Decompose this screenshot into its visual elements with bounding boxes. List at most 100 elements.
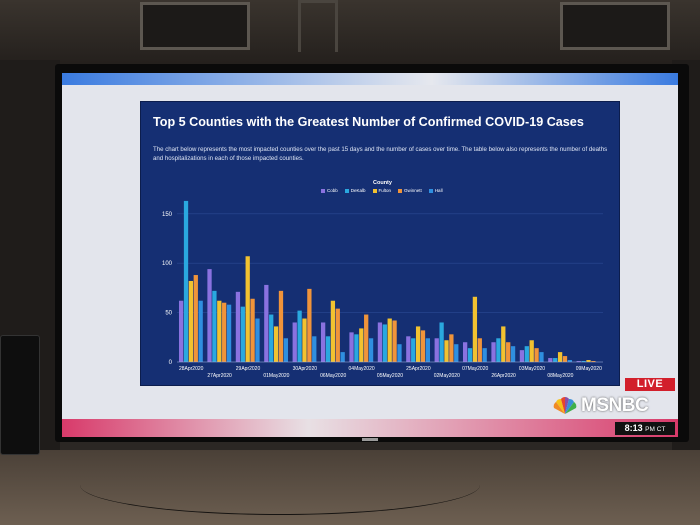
tv-brand-mark (362, 438, 378, 441)
bar-dekalb (269, 314, 274, 362)
legend-label: DeKalb (350, 188, 366, 193)
bar-fulton (330, 300, 336, 362)
x-tick-label: 25Apr2020 (406, 366, 431, 372)
legend-swatch (372, 188, 377, 193)
chart-legend: Cobb DeKalb Fulton Gwinnett Hall (321, 188, 443, 193)
bar-cobb (462, 342, 468, 362)
legend-label: Fulton (378, 188, 392, 193)
bar-dekalb (524, 346, 529, 362)
picture-frame-left (140, 2, 250, 50)
bar-fulton (586, 360, 591, 362)
bar-dekalb (439, 322, 444, 362)
bar-hall (567, 360, 573, 362)
x-tick-label: 30Apr2020 (293, 366, 318, 372)
legend-item: Fulton (372, 188, 392, 193)
x-tick-label: 07May2020 (462, 366, 488, 372)
bar-gwinnett (534, 348, 539, 362)
side-device (0, 335, 40, 455)
y-tick-label: 100 (162, 261, 173, 267)
x-tick-label: 01May2020 (263, 373, 289, 379)
legend-item: DeKalb (344, 188, 366, 193)
x-tick-label: 04May2020 (349, 366, 375, 372)
bar-cobb (207, 269, 212, 362)
live-badge: LIVE (625, 378, 675, 391)
bar-dekalb (183, 200, 189, 362)
bar-dekalb (354, 334, 359, 362)
bar-dekalb (553, 358, 558, 362)
bar-cobb (320, 322, 326, 362)
bar-cobb (434, 338, 439, 362)
network-logo-text: MSNBC (581, 395, 649, 416)
bar-fulton (501, 326, 506, 362)
legend-item: Cobb (321, 188, 338, 193)
bar-dekalb (382, 324, 387, 362)
bar-dekalb (212, 290, 217, 362)
screen-bottom-band (62, 419, 678, 437)
legend-swatch (398, 188, 403, 193)
y-tick-label: 0 (169, 360, 173, 366)
legend-item: Hall (428, 188, 443, 193)
time-value: 8:13 (624, 423, 643, 433)
bar-dekalb (467, 348, 473, 362)
bar-gwinnett (477, 338, 482, 362)
bar-dekalb (581, 361, 586, 362)
bar-hall (425, 338, 431, 362)
bar-gwinnett (506, 342, 511, 362)
bar-dekalb (240, 306, 245, 362)
peacock-icon (553, 397, 577, 414)
bar-gwinnett (278, 290, 284, 362)
bar-fulton (245, 256, 250, 362)
bar-hall (283, 338, 289, 362)
bar-gwinnett (364, 314, 369, 362)
bar-fulton (415, 326, 421, 362)
bar-fulton (188, 280, 194, 362)
bar-fulton (359, 328, 364, 362)
bar-hall (397, 344, 402, 362)
bar-hall (255, 318, 260, 362)
x-tick-label: 29Apr2020 (236, 366, 261, 372)
bar-hall (226, 304, 232, 362)
bar-hall (482, 348, 487, 362)
x-tick-label: 02May2020 (434, 373, 460, 379)
bar-dekalb (325, 336, 331, 362)
bar-cobb (406, 336, 411, 362)
y-tick-label: 150 (162, 212, 173, 218)
bar-cobb (264, 284, 269, 362)
chart-panel: Top 5 Counties with the Greatest Number … (140, 101, 620, 386)
bar-hall (539, 352, 544, 362)
x-tick-label: 28Apr2020 (179, 366, 204, 372)
bar-fulton (273, 326, 279, 362)
bar-gwinnett (392, 320, 397, 362)
bar-fulton (302, 318, 307, 362)
bar-cobb (491, 342, 496, 362)
bar-hall (198, 300, 203, 362)
x-tick-label: 05May2020 (377, 373, 403, 379)
bar-hall (312, 336, 317, 362)
bar-fulton (444, 340, 449, 362)
bar-hall (368, 338, 374, 362)
bar-cobb (349, 332, 354, 362)
x-tick-label: 06May2020 (320, 373, 346, 379)
chart-description: The chart below represents the most impa… (153, 146, 608, 162)
bar-cobb (178, 300, 184, 362)
bar-fulton (387, 318, 392, 362)
bar-fulton (217, 300, 222, 362)
bar-cobb (548, 358, 553, 362)
bar-gwinnett (449, 334, 454, 362)
x-tick-label: 26Apr2020 (491, 373, 516, 379)
bar-fulton (472, 296, 478, 362)
bar-gwinnett (562, 356, 568, 362)
bar-dekalb (297, 310, 302, 362)
x-tick-label: 03May2020 (519, 366, 545, 372)
bar-gwinnett (193, 275, 198, 362)
legend-item: Gwinnett (398, 188, 422, 193)
bar-hall (510, 346, 516, 362)
bar-cobb (576, 361, 581, 362)
bar-fulton (529, 340, 534, 362)
bar-fulton (557, 352, 563, 362)
legend-swatch (321, 188, 325, 193)
network-logo: MSNBC (552, 395, 649, 417)
bar-gwinnett (420, 330, 426, 362)
timezone: PM CT (645, 426, 666, 433)
